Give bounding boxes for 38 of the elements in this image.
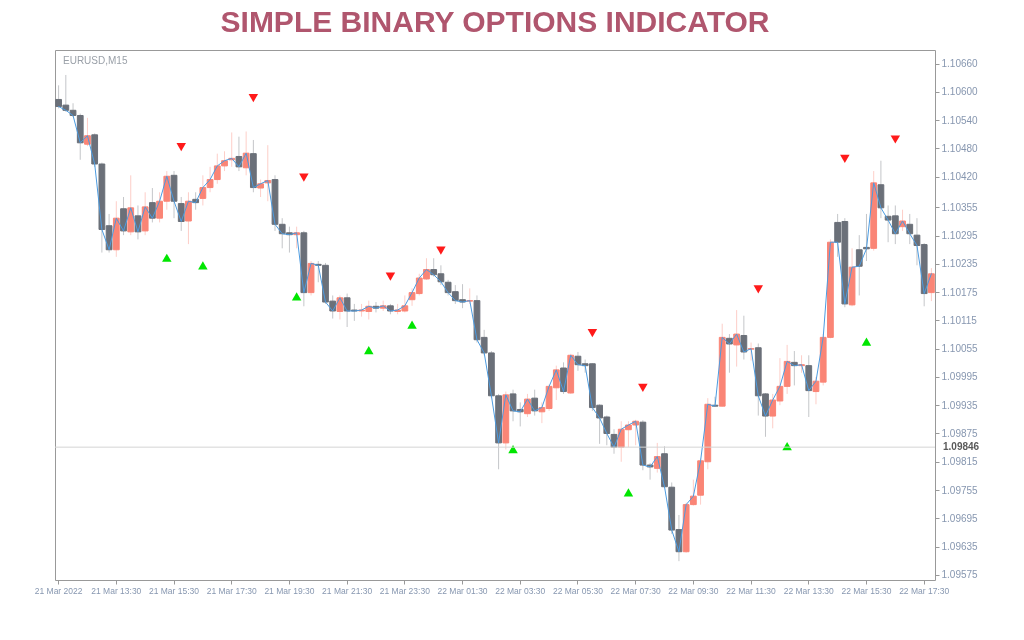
x-tick-label: 22 Mar 03:30 (495, 585, 546, 596)
x-tick-label: 21 Mar 17:30 (206, 585, 258, 596)
y-tick-label: 1.10235 (941, 258, 979, 270)
chart-title: SIMPLE BINARY OPTIONS INDICATOR (220, 5, 770, 38)
y-tick-label: 1.09575 (941, 569, 979, 581)
x-tick-label: 21 Mar 19:30 (264, 585, 315, 596)
annotation: EURUSD,M15 (63, 55, 128, 66)
x-tick-label: 21 Mar 15:30 (148, 585, 200, 596)
x-tick-label: 21 Mar 21:30 (322, 585, 373, 596)
x-tick-label: 22 Mar 01:30 (437, 585, 488, 596)
x-tick-label: 22 Mar 13:30 (783, 585, 835, 596)
ref-line-label: 1.09846 (943, 441, 980, 453)
x-tick-label: 22 Mar 11:30 (726, 585, 777, 596)
y-tick-label: 1.10295 (941, 230, 979, 242)
y-tick-label: 1.09695 (941, 512, 979, 524)
x-tick-label: 22 Mar 15:30 (841, 585, 892, 596)
y-tick-label: 1.10175 (941, 286, 979, 298)
y-tick-label: 1.10355 (941, 201, 979, 213)
x-tick-label: 22 Mar 05:30 (552, 585, 604, 596)
y-tick-label: 1.09995 (941, 371, 979, 383)
y-tick-label: 1.10660 (941, 58, 979, 70)
y-tick-label: 1.09635 (941, 541, 979, 553)
y-tick-label: 1.10055 (941, 343, 979, 355)
x-tick-label: 21 Mar 2022 (34, 585, 83, 596)
y-tick-label: 1.10540 (941, 114, 979, 126)
y-tick-label: 1.09815 (941, 456, 979, 468)
x-tick-label: 22 Mar 07:30 (610, 585, 661, 596)
y-tick-label: 1.09875 (941, 427, 979, 439)
x-tick-label: 21 Mar 13:30 (91, 585, 142, 596)
x-tick-label: 21 Mar 23:30 (379, 585, 431, 596)
x-tick-label: 22 Mar 09:30 (668, 585, 719, 596)
x-tick-label: 22 Mar 17:30 (899, 585, 950, 596)
y-tick-label: 1.10420 (941, 171, 979, 183)
y-tick-label: 1.10115 (941, 314, 978, 326)
y-tick-label: 1.09935 (941, 399, 979, 411)
y-tick-label: 1.10480 (941, 142, 979, 154)
y-tick-label: 1.10600 (941, 86, 979, 98)
y-tick-label: 1.09755 (941, 484, 979, 496)
